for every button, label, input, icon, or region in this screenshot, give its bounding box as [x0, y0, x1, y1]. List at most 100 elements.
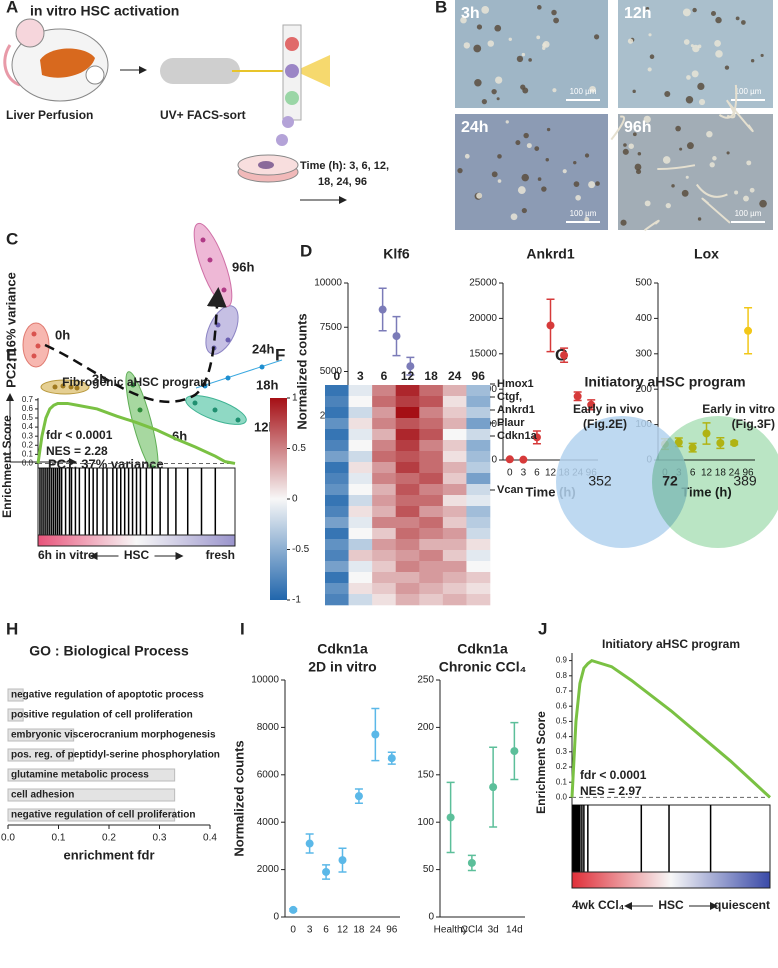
cell	[759, 199, 767, 208]
cell	[675, 125, 681, 132]
y-tick-label: 50	[423, 864, 435, 875]
heat-cell	[395, 451, 420, 463]
heat-cell	[395, 539, 420, 551]
heat-cell	[325, 484, 349, 496]
point	[510, 747, 519, 756]
label: UV+ FACS-sort	[160, 108, 246, 122]
x-tick-label: 3	[521, 468, 527, 479]
cell	[545, 158, 549, 162]
group-label: 0h	[55, 327, 70, 342]
x-tick-label: 6	[534, 468, 540, 479]
heat-cell	[395, 550, 420, 562]
heat-cell	[466, 451, 491, 463]
heat-cell	[419, 528, 444, 540]
x-tick-label: 0.2	[102, 833, 116, 844]
heat-cell	[348, 418, 373, 430]
cell	[734, 190, 739, 195]
y-tick-label: 20000	[469, 313, 497, 324]
column-label: 3	[357, 369, 364, 383]
cell	[523, 132, 529, 139]
gene-label: Ankrd1	[497, 404, 535, 416]
annotation: NES = 2.28	[46, 444, 108, 458]
cell	[552, 88, 557, 93]
image-label: 24h	[461, 119, 489, 136]
heat-cell	[325, 550, 349, 562]
heat-cell	[419, 539, 444, 551]
heat-cell	[442, 418, 467, 430]
heat-cell	[325, 440, 349, 452]
point	[573, 392, 582, 401]
chart-title: Initiatory aHSC program	[584, 374, 745, 390]
cell	[553, 17, 559, 24]
y-axis-label: Enrichment Score	[0, 415, 14, 518]
y-tick-label: 0.0	[556, 793, 568, 802]
cell	[648, 33, 652, 37]
cell	[542, 40, 550, 48]
heat-cell	[325, 396, 349, 408]
gene-label: Cdkn1a	[497, 430, 538, 442]
cell	[505, 120, 509, 124]
x-tick-label: 24	[370, 925, 382, 936]
heat-cell	[466, 528, 491, 540]
y-tick-label: 150	[417, 769, 434, 780]
heat-cell	[466, 440, 491, 452]
cell	[685, 175, 689, 179]
heat-cell	[442, 484, 467, 496]
heat-cell	[466, 561, 491, 573]
gene-label: Ctgf,	[497, 391, 522, 403]
heat-cell	[395, 407, 420, 419]
heat-cell	[348, 561, 373, 573]
column-label: 24	[448, 369, 462, 383]
heat-cell	[348, 506, 373, 518]
cell	[697, 82, 705, 91]
cell	[735, 16, 740, 21]
cell	[517, 186, 526, 194]
cell-process	[644, 219, 660, 232]
colorbar-label: 1	[292, 393, 298, 404]
heat-cell	[348, 517, 373, 529]
heat-cell	[419, 550, 444, 562]
x-tick-label: 3	[307, 925, 313, 936]
y-tick-label: 15000	[469, 348, 497, 359]
heat-cell	[442, 396, 467, 408]
colorbar-label: 0.5	[292, 443, 306, 454]
heat-cell	[442, 429, 467, 441]
point	[322, 867, 331, 876]
image-label: 96h	[624, 119, 652, 136]
x-tick-label: CCl4	[461, 925, 484, 936]
cell	[473, 44, 482, 53]
cell	[521, 207, 527, 214]
cell	[474, 78, 482, 87]
heat-cell	[372, 407, 397, 419]
heat-cell	[348, 473, 373, 485]
chart-title: Initiatory aHSC program	[602, 637, 740, 651]
heat-cell	[442, 517, 467, 529]
cell	[649, 54, 655, 60]
heat-cell	[348, 495, 373, 507]
heat-cell	[348, 594, 373, 606]
cell	[584, 217, 590, 222]
cell	[714, 39, 721, 47]
heat-cell	[466, 396, 491, 408]
heat-cell	[325, 539, 349, 551]
y-tick-label: 0.0	[22, 459, 34, 468]
point	[354, 792, 363, 801]
chart-subtitle: 2D in vitro	[308, 659, 376, 675]
cell	[541, 186, 547, 192]
colorbar	[270, 398, 287, 600]
y-tick-label: 0.6	[556, 701, 568, 710]
cell	[495, 76, 503, 84]
y-tick-label: 5000	[320, 366, 343, 377]
y-tick-label: 10000	[314, 278, 342, 289]
panel-a-art	[3, 18, 347, 204]
scale-bar-label: 100 µm	[735, 209, 762, 218]
heat-cell	[372, 473, 397, 485]
barcode-frame	[571, 804, 771, 873]
cell-process	[718, 84, 738, 119]
label: 18, 24, 96	[318, 176, 367, 188]
cell	[528, 58, 532, 62]
point	[371, 730, 380, 739]
heat-cell	[442, 451, 467, 463]
panel-letter: C	[6, 229, 18, 248]
panel-letter: F	[275, 345, 285, 364]
